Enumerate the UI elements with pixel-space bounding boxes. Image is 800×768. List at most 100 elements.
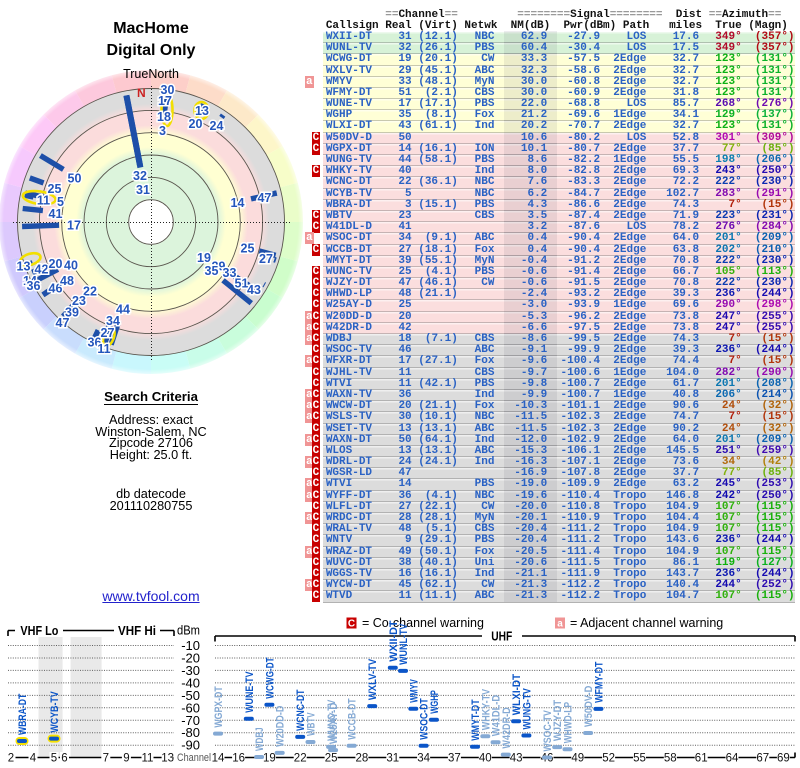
svg-text:29: 29: [212, 260, 226, 274]
svg-text:40: 40: [479, 753, 492, 765]
svg-text:27: 27: [259, 252, 273, 266]
svg-text:7: 7: [103, 753, 109, 765]
svg-text:11: 11: [97, 342, 110, 356]
svg-text:-80: -80: [181, 725, 200, 740]
svg-text:13: 13: [17, 260, 31, 274]
svg-text:W41DL-D: W41DL-D: [491, 695, 503, 736]
svg-text:24: 24: [210, 119, 224, 133]
svg-text:-10: -10: [181, 638, 200, 653]
svg-text:WFMY-DT: WFMY-DT: [593, 661, 605, 703]
svg-text:WBRA-DT: WBRA-DT: [17, 693, 29, 735]
svg-text:31: 31: [136, 183, 150, 197]
svg-text:14: 14: [212, 753, 225, 765]
svg-text:61: 61: [695, 753, 708, 765]
svg-text:49: 49: [571, 753, 584, 765]
svg-text:WMYV: WMYV: [408, 679, 420, 703]
svg-text:43: 43: [247, 283, 261, 297]
svg-text:43: 43: [510, 753, 523, 765]
svg-text:WLXI-DT: WLXI-DT: [511, 674, 523, 716]
svg-text:= Co-channel warning: = Co-channel warning: [362, 616, 484, 630]
svg-text:W42DR-D: W42DR-D: [501, 707, 513, 748]
svg-text:WXLV-TV: WXLV-TV: [367, 658, 379, 700]
svg-text:WMYT-DT: WMYT-DT: [470, 699, 482, 741]
svg-text:W25AY-D: W25AY-D: [328, 703, 340, 744]
svg-text:36: 36: [88, 336, 102, 350]
svg-text:WCYB-TV: WCYB-TV: [49, 691, 61, 733]
svg-text:64: 64: [726, 753, 739, 765]
svg-text:47: 47: [56, 316, 70, 330]
svg-text:50: 50: [68, 172, 82, 186]
svg-text:11: 11: [142, 753, 154, 765]
svg-text:-90: -90: [181, 738, 200, 753]
svg-text:33: 33: [223, 266, 237, 280]
svg-text:25: 25: [48, 182, 62, 196]
svg-text:35: 35: [205, 264, 219, 278]
svg-text:19: 19: [263, 753, 276, 765]
svg-text:VHF Hi: VHF Hi: [118, 623, 156, 638]
svg-text:dBm: dBm: [177, 623, 200, 638]
svg-text:3: 3: [159, 124, 166, 138]
svg-text:4: 4: [30, 753, 37, 765]
svg-text:52: 52: [602, 753, 615, 765]
svg-text:34: 34: [106, 314, 120, 328]
svg-text:-70: -70: [181, 713, 200, 728]
svg-text:25: 25: [325, 753, 338, 765]
svg-text:VHF Lo: VHF Lo: [20, 623, 58, 638]
svg-text:WCCB-DT: WCCB-DT: [347, 698, 359, 740]
svg-text:41: 41: [49, 207, 63, 221]
svg-text:11: 11: [37, 194, 50, 208]
svg-text:N: N: [137, 86, 146, 100]
svg-text:19: 19: [197, 251, 211, 265]
svg-text:36: 36: [27, 279, 41, 293]
svg-text:WJZY-DT: WJZY-DT: [552, 700, 564, 742]
svg-text:WUNE-TV: WUNE-TV: [244, 671, 256, 713]
svg-text:30: 30: [161, 83, 175, 97]
svg-text:48: 48: [60, 274, 74, 288]
svg-text:23: 23: [72, 294, 86, 308]
svg-text:2: 2: [8, 753, 14, 765]
svg-text:14: 14: [231, 196, 245, 210]
svg-text:-60: -60: [181, 700, 200, 715]
svg-text:39: 39: [65, 306, 79, 320]
svg-text:5: 5: [51, 753, 57, 765]
svg-text:WDBJ: WDBJ: [254, 727, 266, 751]
svg-text:17: 17: [158, 94, 172, 108]
svg-text:22: 22: [83, 285, 97, 299]
svg-text:WUNC-TV: WUNC-TV: [326, 699, 338, 741]
svg-text:WGHP: WGHP: [429, 690, 441, 714]
svg-text:58: 58: [664, 753, 677, 765]
svg-text:14: 14: [23, 274, 37, 288]
svg-text:20: 20: [189, 117, 203, 131]
svg-text:WUNG-TV: WUNG-TV: [521, 688, 533, 730]
svg-text:31: 31: [386, 753, 399, 765]
svg-text:27: 27: [101, 326, 115, 340]
svg-text:32: 32: [133, 169, 147, 183]
svg-text:UHF: UHF: [491, 629, 512, 644]
svg-text:W20DD-D: W20DD-D: [275, 706, 287, 747]
svg-text:13: 13: [161, 753, 174, 765]
svg-text:40: 40: [64, 259, 78, 273]
svg-text:9: 9: [123, 753, 129, 765]
svg-text:WHKY-TV: WHKY-TV: [480, 688, 492, 730]
svg-text:WSOC-DT: WSOC-DT: [419, 698, 431, 740]
svg-text:46: 46: [49, 282, 63, 296]
svg-text:47: 47: [258, 191, 272, 205]
svg-text:= Adjacent channel warning: = Adjacent channel warning: [570, 616, 723, 630]
svg-text:17: 17: [67, 219, 81, 233]
svg-text:WCWG-DT: WCWG-DT: [264, 657, 276, 699]
svg-text:5: 5: [57, 195, 64, 209]
svg-text:C: C: [348, 619, 355, 630]
svg-text:22: 22: [294, 753, 307, 765]
svg-text:WXII-DT: WXII-DT: [388, 620, 400, 662]
svg-text:55: 55: [633, 753, 646, 765]
svg-text:Channel: Channel: [177, 752, 211, 764]
svg-text:13: 13: [195, 104, 209, 118]
svg-text:WHWD-LP: WHWD-LP: [563, 702, 575, 743]
svg-text:44: 44: [116, 303, 130, 317]
svg-text:WUNL-TV: WUNL-TV: [398, 623, 410, 665]
svg-text:37: 37: [448, 753, 461, 765]
svg-text:20: 20: [49, 257, 63, 271]
svg-text:-30: -30: [181, 663, 200, 678]
svg-text:-40: -40: [181, 675, 200, 690]
svg-text:W50DV-D: W50DV-D: [583, 686, 595, 727]
